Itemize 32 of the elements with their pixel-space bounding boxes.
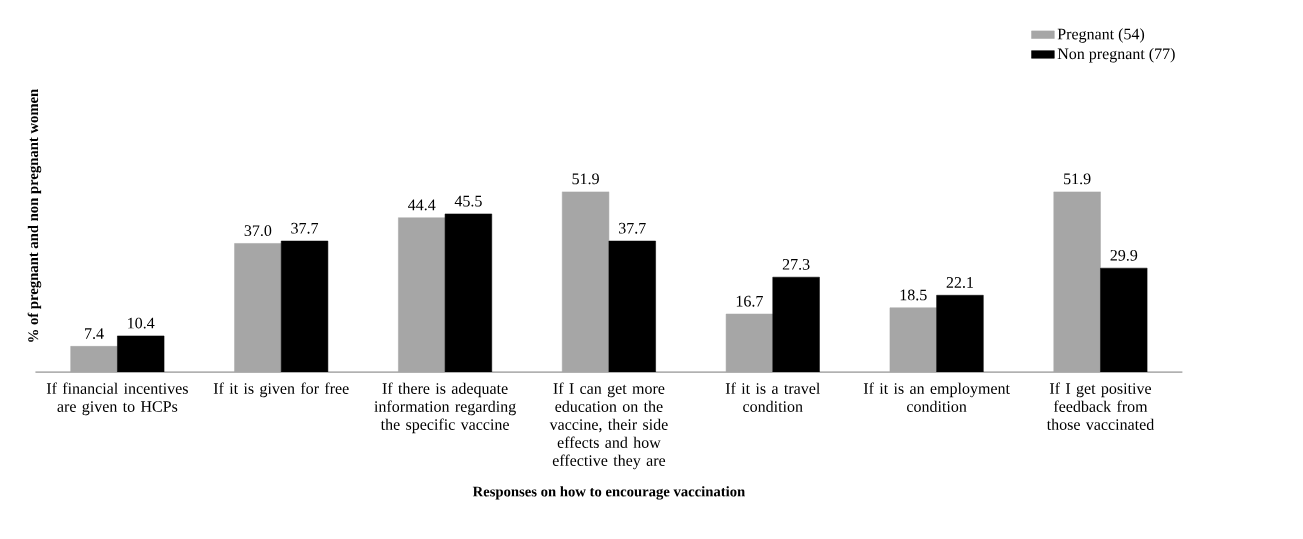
bar <box>398 217 446 373</box>
x-tick-label: If there is adequate information regarding the specific vaccine <box>374 382 516 434</box>
data-label: 29.9 <box>1110 250 1138 261</box>
bar <box>70 346 118 373</box>
data-label: 10.4 <box>128 317 155 329</box>
x-tick-label: If financial incentives are given to HCPs <box>46 382 188 416</box>
data-label: 37.0 <box>244 225 272 237</box>
legend-label: Pregnant (54) <box>1057 28 1145 43</box>
data-label: 18.5 <box>900 289 927 301</box>
data-label: 16.7 <box>736 295 763 307</box>
bar <box>889 307 937 373</box>
data-label: 22.1 <box>946 277 974 288</box>
x-axis-title: Responses on how to encourage vaccination <box>472 486 745 500</box>
data-label: 27.3 <box>782 259 810 270</box>
data-label: 37.7 <box>619 222 646 234</box>
legend-label: Non pregnant (77) <box>1057 48 1175 63</box>
data-label: 37.7 <box>291 222 319 234</box>
data-label: 51.9 <box>1064 173 1091 185</box>
data-label: 51.9 <box>572 173 599 185</box>
data-label: 45.5 <box>454 195 482 207</box>
bar <box>725 313 774 373</box>
y-axis-title: % of pregnant and non pregnant women <box>27 89 42 342</box>
bar <box>234 243 282 373</box>
x-tick-label: If it is a travel condition <box>725 382 821 413</box>
data-label: 44.4 <box>408 199 436 211</box>
x-tick-label: If it is an employment condition <box>863 382 1010 413</box>
bar <box>561 191 610 373</box>
x-tick-label: If I can get more education on the vaccine, their side effects and how effective they are <box>549 382 668 470</box>
x-tick-label: If it is given for free <box>213 382 349 398</box>
bar <box>1053 191 1101 373</box>
x-tick-label: If I get positive feedback from those vaccinated <box>1046 382 1155 431</box>
data-label: 7.4 <box>85 328 104 340</box>
